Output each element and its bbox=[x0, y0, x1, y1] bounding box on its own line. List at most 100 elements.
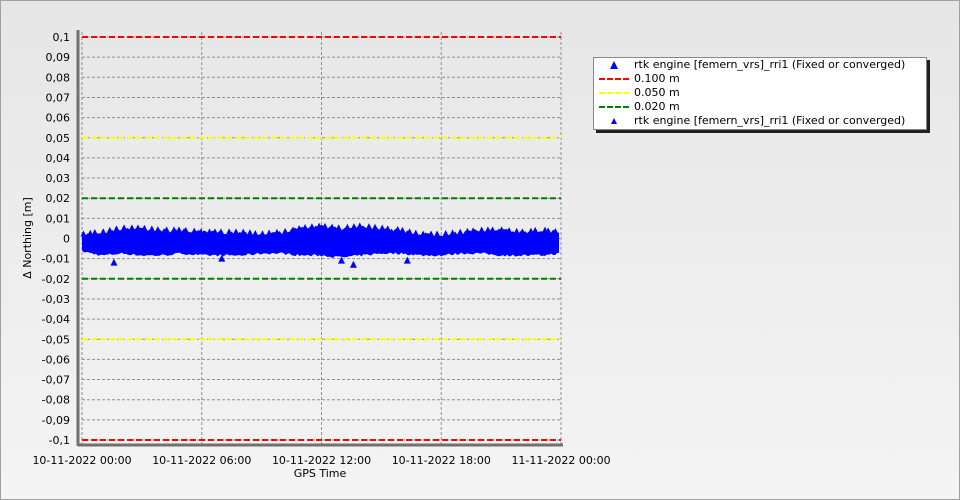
data-point bbox=[191, 227, 198, 234]
data-point bbox=[175, 226, 182, 233]
legend-label: 0.100 m bbox=[634, 72, 680, 85]
dash-line-icon bbox=[599, 106, 629, 108]
y-tick-label: 0,08 bbox=[46, 71, 71, 84]
data-point bbox=[100, 228, 107, 235]
y-tick-label: 0,03 bbox=[46, 172, 71, 185]
legend-label: 0.050 m bbox=[634, 86, 680, 99]
legend-item: rtk engine [femern_vrs]_rri1 (Fixed or c… bbox=[594, 58, 926, 72]
data-point bbox=[206, 228, 213, 235]
legend-item: 0.100 m bbox=[594, 72, 926, 86]
data-point bbox=[316, 222, 323, 229]
x-tick-label: 10-11-2022 18:00 bbox=[392, 454, 491, 467]
legend-label: 0.020 m bbox=[634, 100, 680, 113]
legend-item: 0.020 m bbox=[594, 100, 926, 114]
data-point bbox=[121, 224, 128, 231]
data-point bbox=[266, 229, 273, 236]
y-tick-label: -0,02 bbox=[42, 273, 70, 286]
data-point bbox=[545, 227, 552, 234]
legend-item: 0.050 m bbox=[594, 86, 926, 100]
data-point bbox=[449, 229, 456, 236]
y-tick-label: 0 bbox=[63, 233, 70, 246]
y-tick-label: -0,08 bbox=[42, 394, 70, 407]
data-point bbox=[232, 228, 239, 235]
y-tick-label: -0,05 bbox=[42, 333, 70, 346]
data-point bbox=[154, 226, 161, 233]
triangle-marker-icon bbox=[611, 118, 617, 124]
data-point bbox=[335, 224, 342, 231]
data-point bbox=[321, 222, 328, 229]
data-point bbox=[87, 229, 94, 236]
y-tick-label: -0,03 bbox=[42, 293, 70, 306]
data-point bbox=[148, 225, 155, 232]
data-point bbox=[349, 260, 357, 268]
data-point bbox=[399, 226, 406, 233]
data-point bbox=[246, 229, 253, 236]
data-point bbox=[182, 226, 189, 233]
x-tick-label: 11-11-2022 00:00 bbox=[511, 454, 610, 467]
data-point bbox=[329, 223, 336, 230]
data-point bbox=[226, 228, 233, 235]
y-tick-label: 0,02 bbox=[46, 192, 71, 205]
dash-line-icon bbox=[599, 92, 629, 94]
y-tick-label: 0,01 bbox=[46, 212, 71, 225]
data-point bbox=[163, 226, 170, 233]
data-point bbox=[350, 223, 357, 230]
y-tick-label: 0,06 bbox=[46, 112, 71, 125]
data-point bbox=[128, 224, 135, 231]
data-point bbox=[290, 226, 297, 233]
data-point bbox=[356, 222, 363, 229]
legend-label: rtk engine [femern_vrs]_rri1 (Fixed or c… bbox=[634, 114, 906, 127]
reference-lines bbox=[82, 36, 561, 441]
legend: rtk engine [femern_vrs]_rri1 (Fixed or c… bbox=[593, 57, 927, 130]
axes: 0,1 0,09 0,08 0,07 0,06 0,05 0,04 0,03 0,02 0,01 0… bbox=[32, 30, 611, 467]
data-point bbox=[442, 230, 449, 237]
data-point bbox=[106, 226, 113, 233]
data-point bbox=[197, 228, 204, 235]
data-point bbox=[384, 225, 391, 232]
data-series bbox=[80, 222, 560, 268]
data-point bbox=[513, 227, 520, 234]
y-tick-label: 0,04 bbox=[46, 152, 71, 165]
data-point bbox=[412, 229, 419, 236]
data-point bbox=[372, 223, 379, 230]
data-point bbox=[211, 228, 218, 235]
data-point bbox=[420, 230, 427, 237]
data-point bbox=[457, 228, 464, 235]
data-point bbox=[91, 229, 98, 236]
y-tick-label: -0,06 bbox=[42, 353, 70, 366]
data-point bbox=[394, 225, 401, 232]
y-tick-label: 0,09 bbox=[46, 51, 71, 64]
y-tick-label: -0,07 bbox=[42, 374, 70, 387]
y-tick-label: 0,1 bbox=[53, 31, 71, 44]
y-tick-label: -0,1 bbox=[49, 434, 70, 447]
data-point bbox=[110, 258, 118, 266]
data-point bbox=[344, 223, 351, 230]
data-point bbox=[365, 223, 372, 230]
dash-line-icon bbox=[599, 78, 629, 80]
data-point bbox=[552, 228, 559, 235]
y-tick-label: -0,01 bbox=[42, 253, 70, 266]
x-tick-label: 10-11-2022 12:00 bbox=[272, 454, 371, 467]
triangle-marker-icon bbox=[610, 61, 618, 69]
data-point bbox=[240, 228, 247, 235]
data-point bbox=[273, 228, 280, 235]
data-point bbox=[170, 226, 177, 233]
y-tick-label: -0,04 bbox=[42, 313, 70, 326]
y-axis-label: Δ Northing [m] bbox=[21, 197, 34, 279]
legend-label: rtk engine [femern_vrs]_rri1 (Fixed or c… bbox=[634, 58, 906, 71]
data-point bbox=[532, 226, 539, 233]
data-point bbox=[406, 228, 413, 235]
data-point bbox=[217, 228, 224, 235]
data-point bbox=[379, 224, 386, 231]
data-point bbox=[434, 230, 441, 237]
data-point bbox=[80, 230, 87, 237]
data-point bbox=[113, 225, 120, 232]
legend-item: rtk engine [femern_vrs]_rri1 (Fixed or c… bbox=[594, 114, 926, 128]
data-point bbox=[484, 226, 491, 233]
data-point bbox=[134, 224, 141, 231]
data-point bbox=[470, 227, 477, 234]
y-tick-label: -0,09 bbox=[42, 414, 70, 427]
data-point bbox=[308, 223, 315, 230]
data-point bbox=[498, 226, 505, 233]
